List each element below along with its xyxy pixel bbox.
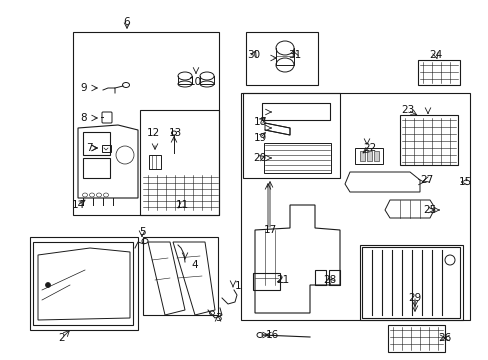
Bar — [245, 32, 317, 85]
Text: 14: 14 — [71, 200, 84, 210]
Text: 23: 23 — [401, 105, 414, 115]
Bar — [262, 103, 329, 120]
Ellipse shape — [45, 283, 50, 288]
Bar — [30, 237, 138, 330]
Text: 13: 13 — [168, 128, 181, 138]
Text: 11: 11 — [175, 200, 188, 210]
Text: 19: 19 — [253, 133, 266, 143]
Bar — [140, 110, 219, 215]
Text: 16: 16 — [265, 330, 278, 340]
FancyBboxPatch shape — [366, 151, 371, 161]
Bar — [83, 158, 110, 178]
Bar — [243, 93, 339, 178]
Text: 18: 18 — [253, 117, 266, 127]
Bar — [399, 115, 457, 165]
Bar — [387, 325, 444, 352]
Text: 3: 3 — [214, 313, 221, 323]
Text: 5: 5 — [140, 227, 146, 237]
Text: 25: 25 — [423, 205, 436, 215]
Text: 27: 27 — [420, 175, 433, 185]
Text: 8: 8 — [81, 113, 87, 123]
Text: 1: 1 — [234, 281, 241, 291]
Text: 20: 20 — [253, 153, 266, 163]
Text: 17: 17 — [263, 225, 276, 235]
Bar — [83, 132, 110, 155]
Bar — [328, 270, 339, 285]
Bar — [252, 273, 280, 290]
Bar — [142, 237, 218, 315]
Text: 7: 7 — [85, 143, 92, 153]
FancyBboxPatch shape — [359, 151, 364, 161]
Bar — [361, 247, 459, 318]
Text: 30: 30 — [247, 50, 260, 60]
Bar — [314, 270, 325, 285]
Text: 2: 2 — [59, 333, 65, 343]
Text: 21: 21 — [276, 275, 289, 285]
Text: 31: 31 — [288, 50, 301, 60]
Bar — [241, 93, 469, 320]
Bar — [417, 60, 459, 85]
Text: 4: 4 — [191, 260, 198, 270]
Text: 12: 12 — [146, 128, 159, 138]
Text: 10: 10 — [188, 77, 201, 87]
Text: 26: 26 — [437, 333, 451, 343]
Text: 24: 24 — [428, 50, 442, 60]
Text: 22: 22 — [363, 143, 376, 153]
Text: 6: 6 — [123, 17, 130, 27]
Text: 28: 28 — [323, 275, 336, 285]
Text: 9: 9 — [81, 83, 87, 93]
FancyBboxPatch shape — [373, 151, 378, 161]
Bar — [73, 32, 219, 215]
Bar — [359, 245, 462, 320]
Text: 29: 29 — [407, 293, 421, 303]
Text: 15: 15 — [457, 177, 470, 187]
